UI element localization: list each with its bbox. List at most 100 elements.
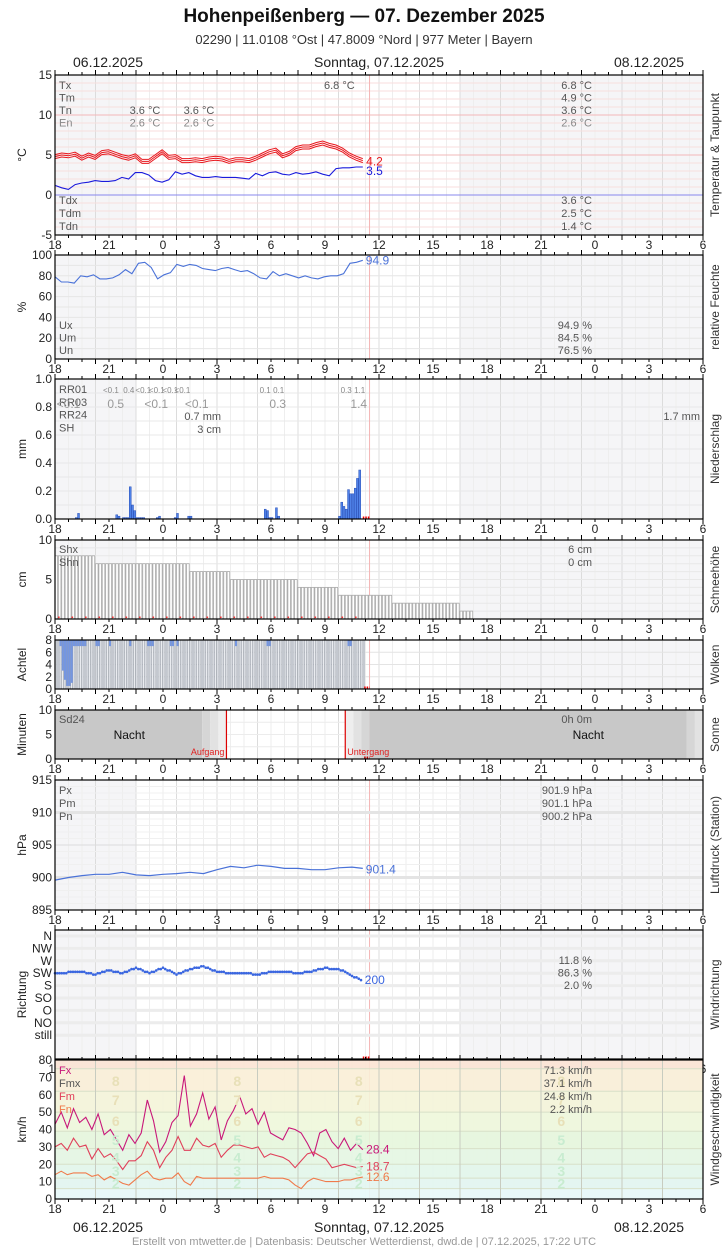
snow-bar bbox=[321, 587, 325, 620]
mean-wind-last-value: 18.7 bbox=[366, 1160, 390, 1174]
beaufort-label: 3 bbox=[112, 1163, 120, 1179]
wind-direction-dot bbox=[211, 969, 214, 972]
snow-bar bbox=[203, 571, 207, 620]
cloud-gap bbox=[66, 640, 69, 686]
x-tick-label: 3 bbox=[214, 522, 221, 536]
x-tick-label: 18 bbox=[480, 238, 494, 252]
date-row-top: 06.12.2025 Sonntag, 07.12.2025 08.12.202… bbox=[0, 54, 728, 72]
wind-direction-dot bbox=[350, 974, 354, 978]
wind-direction-dot bbox=[222, 970, 226, 974]
wind-direction-dot bbox=[114, 970, 118, 974]
beaufort-label: 3 bbox=[355, 1163, 363, 1179]
snow-bar bbox=[216, 571, 220, 620]
y-axis-title: Minuten bbox=[15, 713, 29, 756]
wind-direction-dot bbox=[55, 971, 59, 975]
precip-bar bbox=[264, 508, 267, 520]
snow-bar bbox=[159, 563, 163, 620]
cloud-gap bbox=[172, 640, 175, 647]
snow-bar bbox=[419, 602, 423, 620]
wind-direction-dot bbox=[145, 970, 149, 974]
summary-value: 84.5 % bbox=[558, 333, 592, 345]
snow-bar bbox=[105, 563, 109, 620]
snow-bar bbox=[381, 594, 386, 620]
x-tick-label: 21 bbox=[534, 622, 548, 636]
cloud-gap bbox=[349, 640, 352, 647]
x-tick-label: 6 bbox=[700, 913, 707, 927]
legend-label: Tdn bbox=[59, 221, 78, 233]
x-tick-label: 3 bbox=[646, 1202, 653, 1216]
wind-direction-dot bbox=[325, 966, 329, 969]
snow-bar bbox=[361, 594, 366, 620]
cloud-gap bbox=[169, 640, 172, 647]
y-tick-label: 0.4 bbox=[35, 456, 52, 470]
beaufort-label: 4 bbox=[557, 1149, 565, 1165]
snow-bar bbox=[392, 602, 396, 620]
pressure-panel: 18 21 0 3 6 9 12 15 18 21 0 3 6 915 910 905 900 895 hPa Luf… bbox=[15, 773, 722, 927]
snow-bar bbox=[290, 579, 295, 620]
y-tick-label: 905 bbox=[32, 838, 52, 852]
snow-bar bbox=[125, 563, 129, 620]
wind-direction-dot bbox=[303, 970, 307, 974]
x-tick-label: 21 bbox=[534, 238, 548, 252]
y-tick-label: 0 bbox=[45, 1192, 52, 1206]
Fm-line bbox=[54, 1135, 363, 1171]
wind-direction-dot bbox=[357, 977, 361, 981]
y-tick-label: 0 bbox=[45, 752, 52, 766]
precip-bar bbox=[349, 493, 352, 520]
x-tick-label: 3 bbox=[214, 1202, 221, 1216]
y-tick-label: 50 bbox=[39, 1105, 53, 1119]
beaufort-label: 3 bbox=[557, 1163, 565, 1179]
humidity-panel: 18 21 0 3 6 9 12 15 18 21 0 3 6 100 80 60 40 20 0% relative… bbox=[15, 248, 722, 376]
wind-direction-dot bbox=[69, 970, 73, 974]
wind-direction-dot bbox=[352, 976, 356, 979]
temperature-line bbox=[54, 144, 363, 164]
cloud-gap bbox=[77, 640, 80, 647]
legend-label: Un bbox=[59, 345, 73, 357]
wind-direction-dot bbox=[359, 978, 363, 982]
beaufort-label: 2 bbox=[112, 1175, 120, 1191]
wind-direction-dot bbox=[260, 971, 264, 975]
legend-label: RR01 bbox=[59, 384, 87, 396]
precip-bar bbox=[275, 507, 278, 520]
beaufort-label: 8 bbox=[355, 1073, 363, 1089]
x-tick-label: 15 bbox=[426, 1202, 440, 1216]
x-tick-label: 3 bbox=[214, 692, 221, 706]
wind-direction-dot bbox=[296, 971, 300, 975]
wind-direction-dot bbox=[238, 971, 241, 975]
x-tick-label: 18 bbox=[48, 1202, 62, 1216]
x-tick-label: 0 bbox=[160, 362, 167, 376]
wind-direction-dot bbox=[235, 971, 239, 975]
wind-direction-dot bbox=[76, 970, 79, 974]
legend-label: RR24 bbox=[59, 410, 87, 422]
wind-direction-dot bbox=[343, 970, 347, 974]
snow-bar bbox=[88, 555, 92, 620]
wind-direction-dot bbox=[346, 971, 349, 975]
y-tick-label: 10 bbox=[39, 108, 53, 122]
x-tick-label: 9 bbox=[322, 692, 329, 706]
x-tick-label: 18 bbox=[48, 522, 62, 536]
cloud-gap bbox=[266, 640, 269, 647]
precip-bar bbox=[358, 469, 361, 520]
snow-bar bbox=[179, 563, 183, 620]
cloud-gap bbox=[149, 640, 152, 647]
wind-direction-dot bbox=[287, 970, 291, 974]
wind-direction-dot bbox=[217, 970, 221, 974]
legend-label: Fn bbox=[59, 1104, 72, 1116]
snow-bar bbox=[182, 563, 187, 620]
wind-direction-dot bbox=[177, 971, 181, 975]
wind-direction-dot bbox=[143, 970, 147, 974]
wind-direction-dot bbox=[289, 970, 293, 974]
x-tick-label: 15 bbox=[426, 622, 440, 636]
wind-direction-dot bbox=[202, 965, 205, 968]
sunrise-label: Aufgang bbox=[191, 747, 225, 757]
snow-bar bbox=[95, 563, 99, 620]
daily-annotation: 2.6 °C bbox=[184, 118, 215, 130]
direction-label: still bbox=[35, 1028, 52, 1042]
legend-label: Tn bbox=[59, 105, 72, 117]
x-tick-label: 21 bbox=[102, 692, 116, 706]
date-right-bottom: 08.12.2025 bbox=[614, 1219, 685, 1235]
beaufort-label: 8 bbox=[233, 1073, 241, 1089]
x-tick-label: 21 bbox=[102, 362, 116, 376]
snow-bar bbox=[388, 594, 393, 620]
temp-last-value: 4.2 bbox=[366, 154, 383, 168]
